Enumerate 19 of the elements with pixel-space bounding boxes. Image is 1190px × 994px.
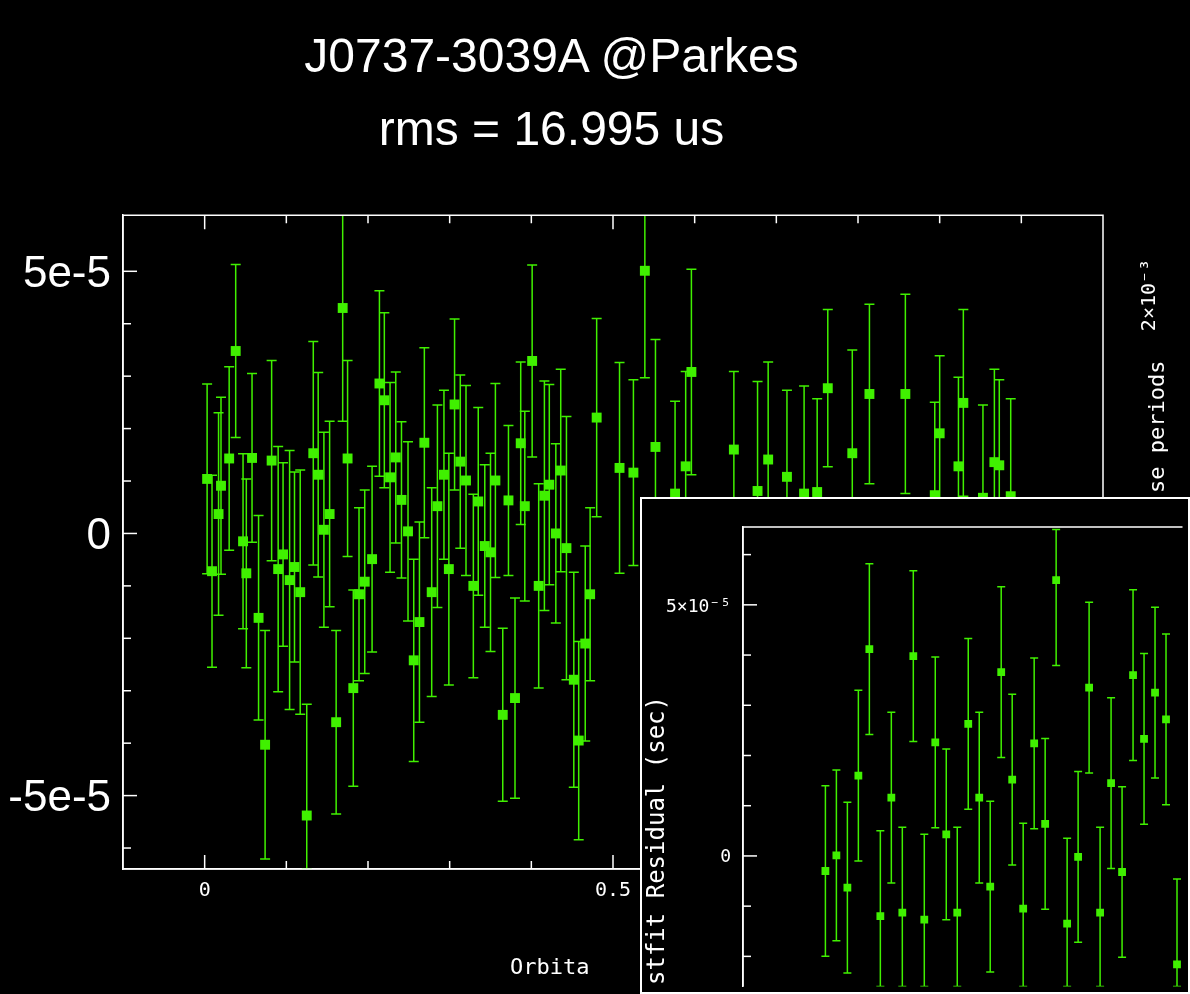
x-axis-title: Orbita	[510, 953, 590, 979]
chart-subtitle: rms = 16.995 us	[378, 101, 725, 155]
point	[909, 652, 918, 660]
point	[920, 915, 929, 924]
point	[865, 645, 874, 653]
y-tick-label: 0	[86, 508, 111, 558]
point	[876, 912, 885, 921]
point	[953, 908, 962, 917]
point	[887, 793, 896, 802]
x-tick-label: 0.5	[594, 877, 632, 902]
y2-axis-title: se periods	[1143, 360, 1169, 493]
chart-title: J0737-3039A @Parkes	[304, 29, 799, 83]
y-tick-label: 5e-5	[22, 246, 111, 296]
text: 2×10⁻³	[1136, 258, 1161, 332]
point	[898, 908, 907, 917]
y-tick-label: 5×10⁻⁵	[665, 594, 731, 616]
point	[942, 830, 951, 839]
y-tick-label: -5e-5	[8, 771, 111, 821]
y-axis-title: stfit Residual (sec)	[642, 696, 671, 985]
